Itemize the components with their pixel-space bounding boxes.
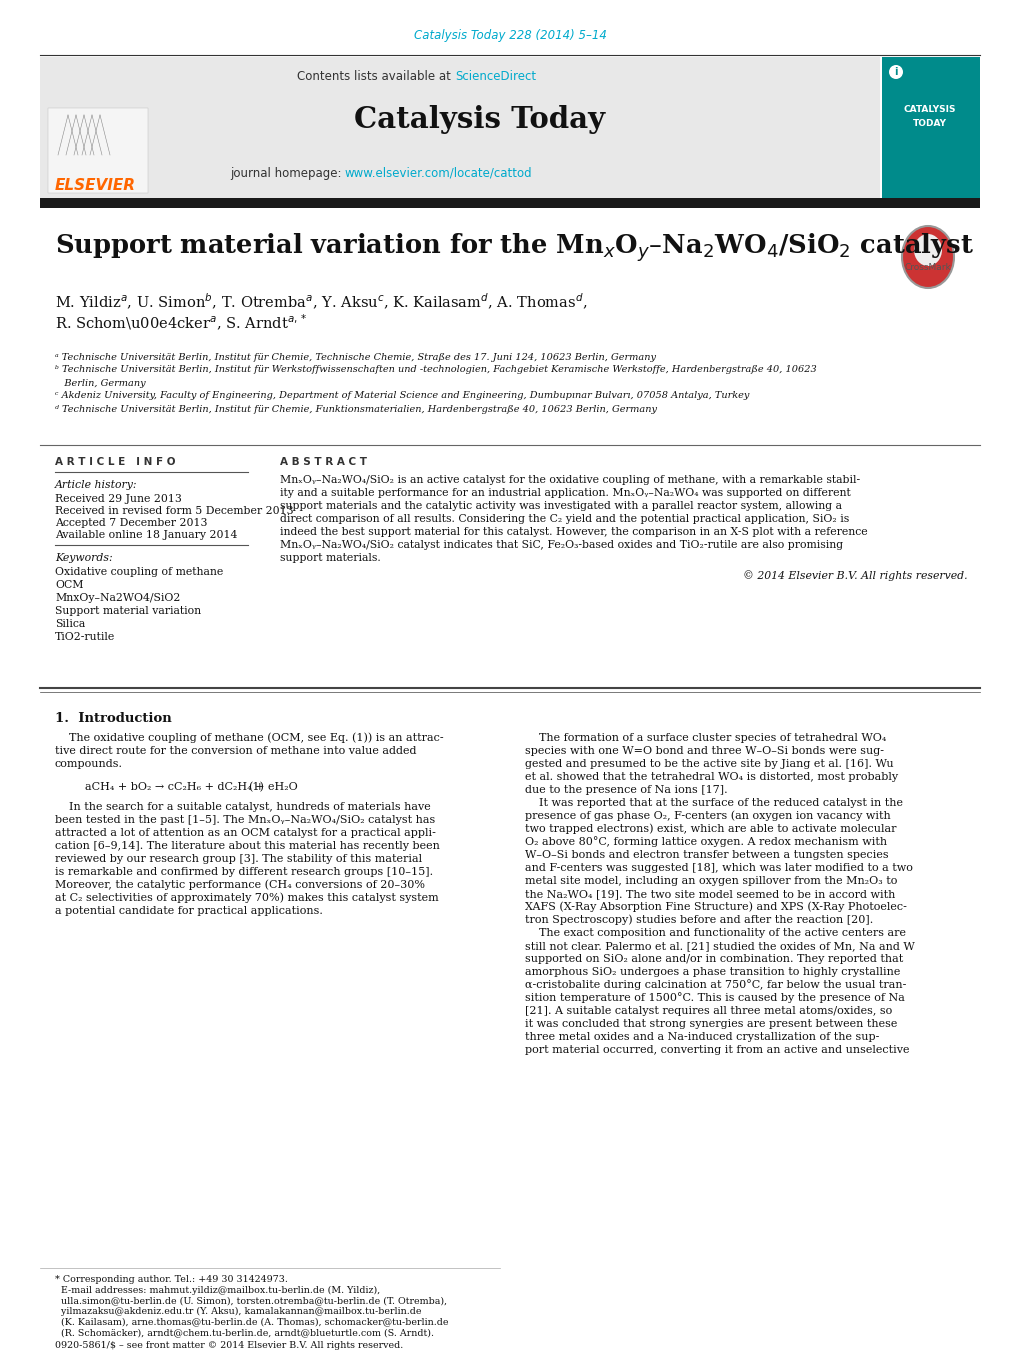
- Text: species with one W=O bond and three W–O–Si bonds were sug-: species with one W=O bond and three W–O–…: [525, 746, 883, 757]
- Text: two trapped electrons) exist, which are able to activate molecular: two trapped electrons) exist, which are …: [525, 824, 896, 835]
- Text: aCH₄ + bO₂ → cC₂H₆ + dC₂H₄ + eH₂O: aCH₄ + bO₂ → cC₂H₆ + dC₂H₄ + eH₂O: [85, 782, 298, 792]
- Circle shape: [889, 65, 902, 78]
- Text: The oxidative coupling of methane (OCM, see Eq. (1)) is an attrac-: The oxidative coupling of methane (OCM, …: [55, 732, 443, 743]
- Text: direct comparison of all results. Considering the C₂ yield and the potential pra: direct comparison of all results. Consid…: [280, 513, 849, 524]
- Text: support materials.: support materials.: [280, 553, 380, 563]
- Text: three metal oxides and a Na-induced crystallization of the sup-: three metal oxides and a Na-induced crys…: [525, 1032, 878, 1042]
- Text: (K. Kailasam), arne.thomas@tu-berlin.de (A. Thomas), schomacker@tu-berlin.de: (K. Kailasam), arne.thomas@tu-berlin.de …: [55, 1317, 448, 1327]
- Text: at C₂ selectivities of approximately 70%) makes this catalyst system: at C₂ selectivities of approximately 70%…: [55, 893, 438, 904]
- Text: et al. showed that the tetrahedral WO₄ is distorted, most probably: et al. showed that the tetrahedral WO₄ i…: [525, 771, 898, 782]
- Text: gested and presumed to be the active site by Jiang et al. [16]. Wu: gested and presumed to be the active sit…: [525, 759, 893, 769]
- Text: Support material variation: Support material variation: [55, 607, 201, 616]
- Text: Silica: Silica: [55, 619, 86, 630]
- Text: 1.  Introduction: 1. Introduction: [55, 712, 171, 724]
- Text: O₂ above 80°C, forming lattice oxygen. A redox mechanism with: O₂ above 80°C, forming lattice oxygen. A…: [525, 836, 887, 847]
- Text: tive direct route for the conversion of methane into value added: tive direct route for the conversion of …: [55, 746, 416, 757]
- Text: due to the presence of Na ions [17].: due to the presence of Na ions [17].: [525, 785, 727, 794]
- Text: Article history:: Article history:: [55, 480, 138, 490]
- Text: Received in revised form 5 December 2013: Received in revised form 5 December 2013: [55, 507, 293, 516]
- Text: still not clear. Palermo et al. [21] studied the oxides of Mn, Na and W: still not clear. Palermo et al. [21] stu…: [525, 942, 914, 951]
- Text: 0920-5861/$ – see front matter © 2014 Elsevier B.V. All rights reserved.: 0920-5861/$ – see front matter © 2014 El…: [55, 1342, 403, 1351]
- Text: journal homepage:: journal homepage:: [229, 166, 344, 180]
- Text: presence of gas phase O₂, F-centers (an oxygen ion vacancy with: presence of gas phase O₂, F-centers (an …: [525, 811, 890, 821]
- Text: ScienceDirect: ScienceDirect: [454, 70, 536, 84]
- Text: Keywords:: Keywords:: [55, 553, 112, 563]
- Bar: [48, 108, 148, 193]
- Text: E-mail addresses: mahmut.yildiz@mailbox.tu-berlin.de (M. Yildiz),: E-mail addresses: mahmut.yildiz@mailbox.…: [55, 1286, 380, 1296]
- Text: TiO2-rutile: TiO2-rutile: [55, 632, 115, 642]
- Text: indeed the best support material for this catalyst. However, the comparison in a: indeed the best support material for thi…: [280, 527, 867, 536]
- Text: ᶜ Akdeniz University, Faculty of Engineering, Department of Material Science and: ᶜ Akdeniz University, Faculty of Enginee…: [55, 392, 749, 400]
- Text: ELSEVIER: ELSEVIER: [54, 177, 136, 192]
- Text: and F-centers was suggested [18], which was later modified to a two: and F-centers was suggested [18], which …: [525, 863, 912, 873]
- Text: Accepted 7 December 2013: Accepted 7 December 2013: [55, 517, 207, 528]
- Text: Catalysis Today: Catalysis Today: [354, 105, 605, 135]
- Text: port material occurred, converting it from an active and unselective: port material occurred, converting it fr…: [525, 1046, 909, 1055]
- Bar: [40, 57, 879, 200]
- Text: (1): (1): [248, 782, 264, 792]
- Text: ᵈ Technische Universität Berlin, Institut für Chemie, Funktionsmaterialien, Hard: ᵈ Technische Universität Berlin, Institu…: [55, 404, 656, 413]
- Text: tron Spectroscopy) studies before and after the reaction [20].: tron Spectroscopy) studies before and af…: [525, 915, 872, 925]
- Text: Berlin, Germany: Berlin, Germany: [55, 378, 146, 388]
- Text: α-cristobalite during calcination at 750°C, far below the usual tran-: α-cristobalite during calcination at 750…: [525, 979, 906, 990]
- Text: MnₓOᵧ–Na₂WO₄/SiO₂ is an active catalyst for the oxidative coupling of methane, w: MnₓOᵧ–Na₂WO₄/SiO₂ is an active catalyst …: [280, 476, 859, 485]
- Text: ulla.simon@tu-berlin.de (U. Simon), torsten.otremba@tu-berlin.de (T. Otremba),: ulla.simon@tu-berlin.de (U. Simon), tors…: [55, 1297, 446, 1305]
- Text: MnxOy–Na2WO4/SiO2: MnxOy–Na2WO4/SiO2: [55, 593, 180, 603]
- Text: metal site model, including an oxygen spillover from the Mn₂O₃ to: metal site model, including an oxygen sp…: [525, 875, 897, 886]
- Text: the Na₂WO₄ [19]. The two site model seemed to be in accord with: the Na₂WO₄ [19]. The two site model seem…: [525, 889, 895, 898]
- Text: M. Yildiz$^a$, U. Simon$^b$, T. Otremba$^a$, Y. Aksu$^c$, K. Kailasam$^d$, A. Th: M. Yildiz$^a$, U. Simon$^b$, T. Otremba$…: [55, 292, 587, 312]
- Text: It was reported that at the surface of the reduced catalyst in the: It was reported that at the surface of t…: [525, 798, 902, 808]
- Text: Oxidative coupling of methane: Oxidative coupling of methane: [55, 567, 223, 577]
- Text: © 2014 Elsevier B.V. All rights reserved.: © 2014 Elsevier B.V. All rights reserved…: [743, 570, 967, 581]
- Ellipse shape: [901, 226, 953, 288]
- Text: support materials and the catalytic activity was investigated with a parallel re: support materials and the catalytic acti…: [280, 501, 841, 511]
- Text: W–O–Si bonds and electron transfer between a tungsten species: W–O–Si bonds and electron transfer betwe…: [525, 850, 888, 861]
- Text: The formation of a surface cluster species of tetrahedral WO₄: The formation of a surface cluster speci…: [525, 734, 886, 743]
- Text: (R. Schomäcker), arndt@chem.tu-berlin.de, arndt@blueturtle.com (S. Arndt).: (R. Schomäcker), arndt@chem.tu-berlin.de…: [55, 1328, 433, 1337]
- Text: In the search for a suitable catalyst, hundreds of materials have: In the search for a suitable catalyst, h…: [55, 802, 430, 812]
- Text: [21]. A suitable catalyst requires all three metal atoms/oxides, so: [21]. A suitable catalyst requires all t…: [525, 1006, 892, 1016]
- Text: Moreover, the catalytic performance (CH₄ conversions of 20–30%: Moreover, the catalytic performance (CH₄…: [55, 880, 425, 890]
- Text: A B S T R A C T: A B S T R A C T: [280, 457, 367, 467]
- Text: www.elsevier.com/locate/cattod: www.elsevier.com/locate/cattod: [344, 166, 532, 180]
- Text: compounds.: compounds.: [55, 759, 123, 769]
- Text: CrossMark: CrossMark: [904, 263, 951, 273]
- Bar: [881, 57, 979, 200]
- Text: i: i: [894, 68, 897, 77]
- Text: yilmazaksu@akdeniz.edu.tr (Y. Aksu), kamalakannan@mailbox.tu-berlin.de: yilmazaksu@akdeniz.edu.tr (Y. Aksu), kam…: [55, 1306, 421, 1316]
- Text: CATALYSIS: CATALYSIS: [903, 105, 956, 115]
- Text: Received 29 June 2013: Received 29 June 2013: [55, 494, 181, 504]
- Ellipse shape: [913, 234, 942, 266]
- Text: XAFS (X-Ray Absorption Fine Structure) and XPS (X-Ray Photoelec-: XAFS (X-Ray Absorption Fine Structure) a…: [525, 901, 906, 912]
- Text: R. Schom\u00e4cker$^a$, S. Arndt$^{a,*}$: R. Schom\u00e4cker$^a$, S. Arndt$^{a,*}$: [55, 313, 307, 334]
- Text: Available online 18 January 2014: Available online 18 January 2014: [55, 530, 237, 540]
- Text: attracted a lot of attention as an OCM catalyst for a practical appli-: attracted a lot of attention as an OCM c…: [55, 828, 435, 838]
- Text: ᵇ Technische Universität Berlin, Institut für Werkstoffwissenschaften und -techn: ᵇ Technische Universität Berlin, Institu…: [55, 366, 816, 374]
- Text: ᵃ Technische Universität Berlin, Institut für Chemie, Technische Chemie, Straße : ᵃ Technische Universität Berlin, Institu…: [55, 353, 655, 362]
- Text: supported on SiO₂ alone and/or in combination. They reported that: supported on SiO₂ alone and/or in combin…: [525, 954, 903, 965]
- Text: The exact composition and functionality of the active centers are: The exact composition and functionality …: [525, 928, 905, 938]
- Text: amorphous SiO₂ undergoes a phase transition to highly crystalline: amorphous SiO₂ undergoes a phase transit…: [525, 967, 900, 977]
- Text: Catalysis Today 228 (2014) 5–14: Catalysis Today 228 (2014) 5–14: [413, 28, 606, 42]
- Text: it was concluded that strong synergies are present between these: it was concluded that strong synergies a…: [525, 1019, 897, 1029]
- Text: * Corresponding author. Tel.: +49 30 31424973.: * Corresponding author. Tel.: +49 30 314…: [55, 1275, 287, 1285]
- Text: ity and a suitable performance for an industrial application. MnₓOᵧ–Na₂WO₄ was s: ity and a suitable performance for an in…: [280, 488, 850, 499]
- Text: sition temperature of 1500°C. This is caused by the presence of Na: sition temperature of 1500°C. This is ca…: [525, 993, 904, 1004]
- Text: a potential candidate for practical applications.: a potential candidate for practical appl…: [55, 907, 323, 916]
- Bar: [40, 199, 979, 208]
- Text: Contents lists available at: Contents lists available at: [298, 70, 454, 84]
- Text: OCM: OCM: [55, 580, 84, 590]
- Text: been tested in the past [1–5]. The MnₓOᵧ–Na₂WO₄/SiO₂ catalyst has: been tested in the past [1–5]. The MnₓOᵧ…: [55, 815, 435, 825]
- Text: cation [6–9,14]. The literature about this material has recently been: cation [6–9,14]. The literature about th…: [55, 842, 439, 851]
- Text: MnₓOᵧ–Na₂WO₄/SiO₂ catalyst indicates that SiC, Fe₂O₃-based oxides and TiO₂-rutil: MnₓOᵧ–Na₂WO₄/SiO₂ catalyst indicates tha…: [280, 540, 843, 550]
- Text: TODAY: TODAY: [912, 119, 946, 127]
- Text: Support material variation for the Mn$_x$O$_y$–Na$_2$WO$_4$/SiO$_2$ catalyst: Support material variation for the Mn$_x…: [55, 232, 973, 265]
- Text: A R T I C L E   I N F O: A R T I C L E I N F O: [55, 457, 175, 467]
- Text: is remarkable and confirmed by different research groups [10–15].: is remarkable and confirmed by different…: [55, 867, 433, 877]
- Text: reviewed by our research group [3]. The stability of this material: reviewed by our research group [3]. The …: [55, 854, 422, 865]
